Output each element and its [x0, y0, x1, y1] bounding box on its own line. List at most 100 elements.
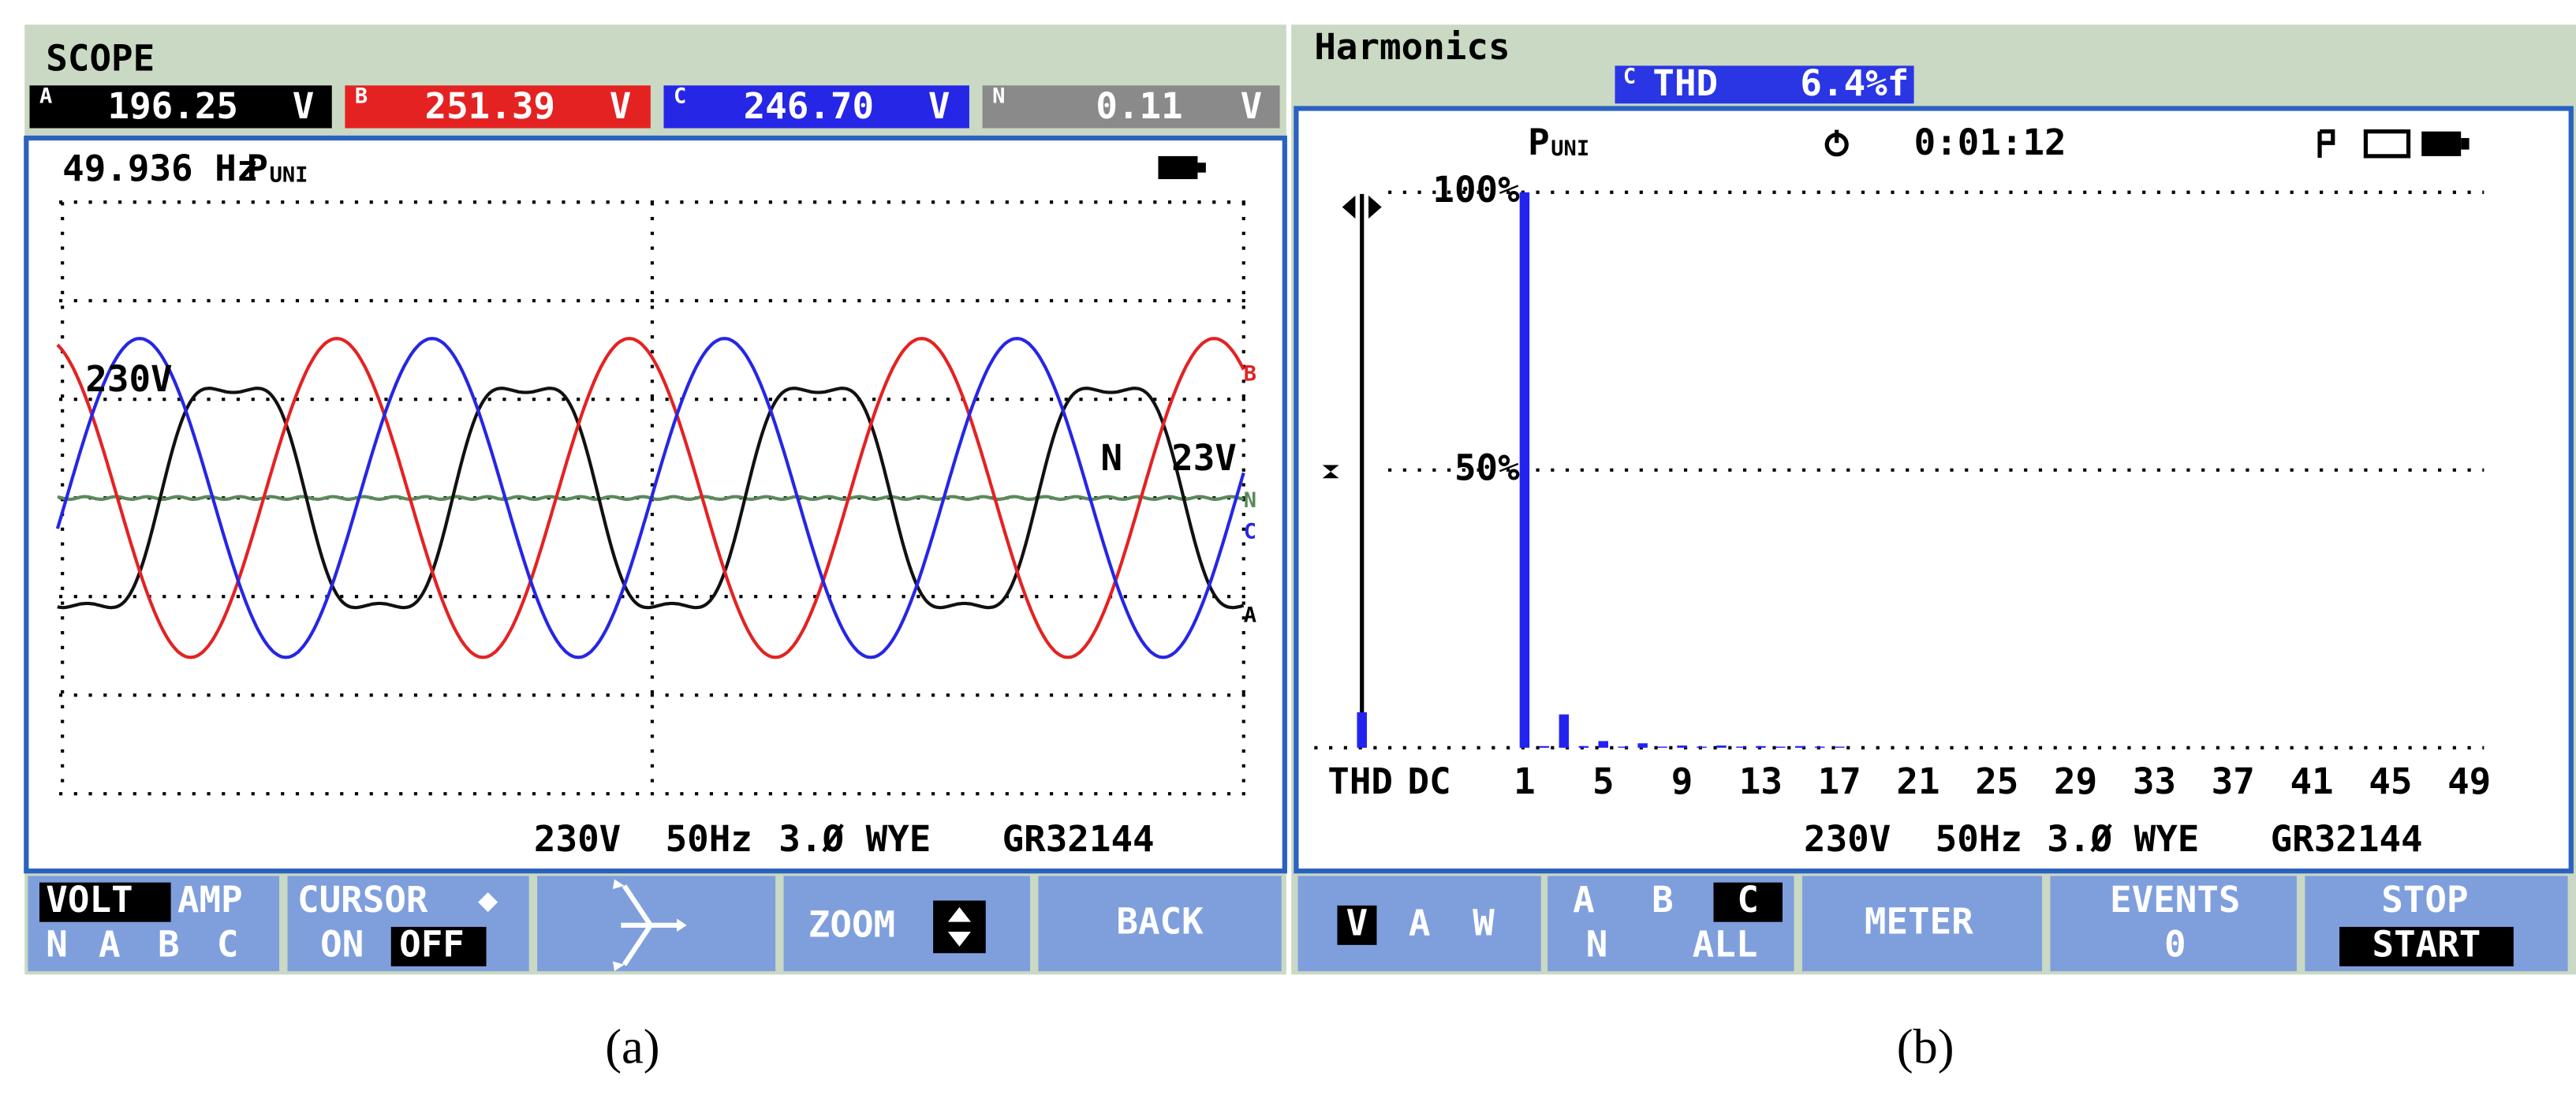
x-tick-label: 5 [1592, 760, 1615, 802]
bar [1519, 192, 1530, 748]
readout-value: 251.39 [425, 84, 555, 127]
softkey-label: VOLT [46, 878, 133, 921]
softkey[interactable]: METER [1801, 876, 2043, 972]
softkey-label: BACK [1116, 899, 1204, 942]
x-tick-label: 45 [2369, 760, 2412, 802]
highlight [390, 926, 487, 966]
trace-a [57, 387, 1245, 610]
x-tick-label: 25 [1975, 760, 2018, 802]
readout-unit: V [293, 84, 315, 127]
vector-icon [621, 884, 681, 966]
status: 3.Ø WYE [2047, 817, 2199, 860]
mode: P [246, 147, 268, 189]
highlight [1713, 882, 1783, 922]
x-tick-label: 17 [1818, 760, 1861, 802]
x-tick-label: 33 [2133, 760, 2176, 802]
bar [1736, 746, 1746, 748]
cursor-arrows [1342, 195, 1382, 219]
status: GR32144 [1002, 817, 1155, 860]
softkey-label: C [217, 922, 239, 965]
x-tick-label: 21 [1896, 760, 1939, 802]
status: GR32144 [2271, 817, 2423, 860]
summary-box [1615, 65, 1914, 104]
bar [1697, 746, 1707, 748]
trace-label: 23V [1171, 436, 1237, 479]
softkey-label: B [1652, 878, 1674, 921]
softkey-label: A [99, 922, 121, 965]
plot-frame [1294, 106, 2574, 874]
x-tick-label: 37 [2212, 760, 2255, 802]
readout-unit: V [610, 84, 632, 127]
mode: P [1528, 121, 1550, 163]
harmonics-chart: 50% 100% THD DC 1 5 9 13 17 21 25 29 33 37 41 45 49 [1327, 168, 2491, 802]
softkey-label: 0 [2164, 922, 2186, 965]
channel-label: A [1244, 603, 1256, 628]
softkey-label: W [1473, 901, 1495, 943]
softkey-label: STOP [2381, 878, 2468, 921]
readout-phase: B [355, 84, 368, 108]
readout-phase: C [674, 84, 686, 108]
softkey-label: CURSOR [297, 878, 428, 921]
softkey[interactable]: V A W [1297, 876, 1541, 972]
channel-label: B [1244, 361, 1256, 386]
softkey[interactable] [537, 876, 776, 972]
bar [1814, 746, 1825, 748]
channel-label: C [1244, 519, 1256, 544]
trace-c [55, 337, 1245, 659]
readout-box [982, 85, 1280, 129]
softkey[interactable]: STOP START [2305, 876, 2568, 972]
softkey-label: V [1346, 901, 1368, 943]
caption: (b) [1897, 1019, 1954, 1074]
highlight [2339, 926, 2514, 966]
readout-unit: V [928, 84, 950, 127]
plot-frame [24, 135, 1287, 874]
mode-sub: UNI [1551, 136, 1589, 161]
status-icon [2363, 129, 2411, 159]
status: 230V [1804, 817, 1891, 860]
softkey-label: N [1586, 922, 1608, 965]
scale-marker [1322, 465, 1339, 479]
softkey-label: AMP [177, 878, 243, 921]
y-tick-label: 50% [1454, 446, 1520, 488]
softkey-bg [2050, 876, 2297, 972]
zoom-icon [947, 906, 971, 947]
softkey-label: A [1573, 878, 1595, 921]
bar [1657, 746, 1667, 748]
x-tick-label: DC [1408, 760, 1451, 802]
bar [1677, 745, 1687, 748]
softkey-label: A [1409, 901, 1431, 943]
battery-icon [1197, 163, 1206, 173]
trace-b [56, 337, 1245, 659]
softkey[interactable]: VOLT AMP N A B C [28, 876, 280, 972]
softkey[interactable]: A B C N ALL [1547, 876, 1794, 972]
softkey-label: B [158, 922, 180, 965]
readout-box [345, 85, 651, 129]
bar [1598, 741, 1609, 748]
bar [1795, 745, 1805, 748]
softkey[interactable]: EVENTS 0 [2050, 876, 2297, 972]
softkey-label: ALL [1693, 922, 1758, 965]
bar [1637, 743, 1648, 748]
softkey[interactable]: CURSOR ON OFF [287, 876, 529, 972]
harmonics-screen: Harmonics C THD 6.4%f P UNI 0:01:12 50% 1… [1291, 24, 2576, 975]
arrow-icon [478, 892, 498, 913]
summary-value: 6.4%f [1800, 62, 1909, 104]
softkey[interactable]: ZOOM [783, 876, 1030, 972]
bar [1775, 746, 1786, 748]
x-tick-label: 1 [1514, 760, 1536, 802]
softkey-label: ON [320, 922, 364, 965]
waveforms [55, 337, 1245, 659]
summary-phase: C [1623, 64, 1636, 88]
readout-phase: N [992, 84, 1005, 108]
softkey-label: OFF [399, 922, 465, 965]
timer: 0:01:12 [1914, 121, 2066, 163]
readout-box [663, 85, 969, 129]
bar [1756, 745, 1766, 748]
highlight [1337, 905, 1377, 945]
status: 3.Ø WYE [778, 817, 931, 860]
readout-unit: V [1241, 84, 1263, 127]
softkey[interactable]: BACK [1038, 876, 1282, 972]
readout-value: 246.70 [744, 84, 874, 127]
bar [1578, 745, 1589, 748]
